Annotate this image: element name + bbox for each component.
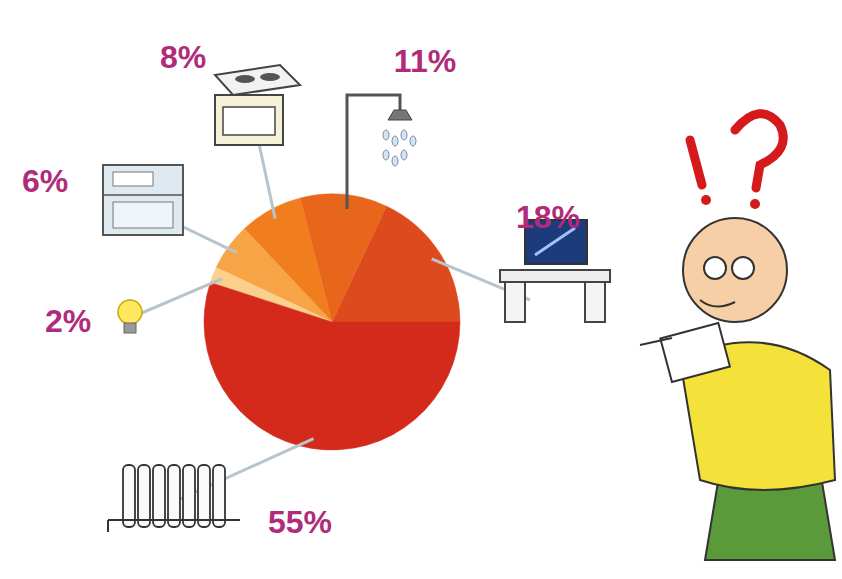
cartoon-man [640,114,835,560]
icon-shower [383,110,416,166]
pie [204,194,460,450]
data-label: 11% [394,43,456,79]
data-label: 55% [268,504,332,540]
chart: 18% 11% 8% 6% 2% 55% [0,0,842,579]
data-label: 8% [160,39,206,75]
icon-appliance [103,165,183,235]
leader-line [347,95,400,209]
data-label: 2% [45,303,91,339]
icon-computer [500,220,610,322]
data-label: 18% [516,199,580,235]
icon-radiator [108,465,240,532]
leader-line [130,279,222,318]
icon-stove [215,65,300,145]
data-label: 6% [22,163,68,199]
icon-bulb [118,300,142,333]
pie-slice [204,282,460,450]
